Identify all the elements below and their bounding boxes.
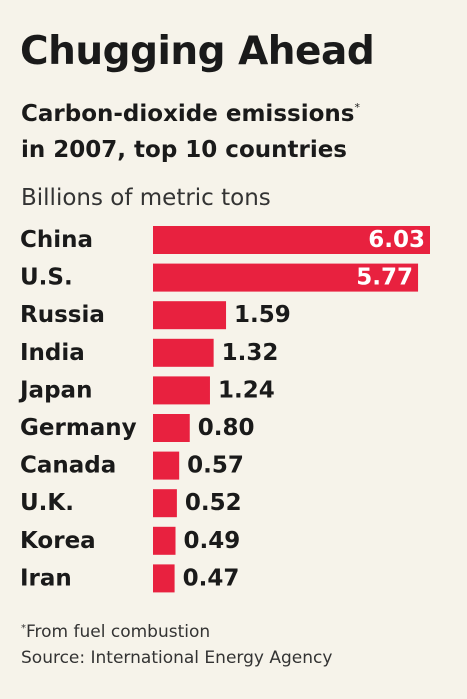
subtitle-line-1: Carbon-dioxide emissions bbox=[21, 101, 355, 127]
value-label-iran: 0.47 bbox=[183, 565, 240, 591]
bar-india bbox=[153, 338, 214, 367]
value-label-u-k: 0.52 bbox=[185, 490, 242, 516]
chart-title: Chugging Ahead bbox=[20, 29, 375, 74]
unit-label: Billions of metric tons bbox=[21, 185, 271, 211]
value-label-korea: 0.49 bbox=[184, 528, 241, 554]
chart-subtitle: Carbon-dioxide emissions* in 2007, top 1… bbox=[21, 90, 461, 168]
category-label-iran: Iran bbox=[20, 565, 72, 591]
footnotes: *From fuel combustion Source: Internatio… bbox=[21, 616, 332, 671]
value-label-india: 1.32 bbox=[222, 340, 279, 366]
category-label-u-k: U.K. bbox=[20, 490, 74, 516]
footnote-fuel-text: From fuel combustion bbox=[26, 622, 211, 642]
value-label-u-s: 5.77 bbox=[356, 265, 413, 291]
footnote-marker: * bbox=[21, 623, 26, 634]
bar-u-k bbox=[153, 489, 177, 518]
footnote-fuel: *From fuel combustion bbox=[21, 616, 332, 645]
category-label-korea: Korea bbox=[20, 528, 96, 554]
category-label-japan: Japan bbox=[18, 377, 92, 403]
bar-germany bbox=[153, 414, 190, 442]
bar-u-s bbox=[153, 263, 419, 292]
bar-korea bbox=[153, 526, 176, 555]
bar-japan bbox=[153, 376, 210, 405]
category-label-russia: Russia bbox=[20, 302, 105, 328]
value-label-russia: 1.59 bbox=[234, 302, 291, 328]
bar-china bbox=[153, 226, 430, 254]
value-label-canada: 0.57 bbox=[187, 453, 244, 479]
footnote-source: Source: International Energy Agency bbox=[21, 648, 333, 668]
value-label-china: 6.03 bbox=[368, 227, 425, 253]
bar-chart: China 6.03 U.S. 5.77 Russia 1.59 India 1.32 Japa… bbox=[18, 226, 430, 593]
category-label-china: China bbox=[20, 227, 93, 253]
category-label-germany: Germany bbox=[20, 415, 137, 441]
bar-iran bbox=[153, 564, 175, 593]
category-label-u-s: U.S. bbox=[20, 265, 73, 291]
category-label-canada: Canada bbox=[20, 453, 116, 479]
bar-russia bbox=[153, 301, 227, 330]
category-label-india: India bbox=[20, 340, 85, 366]
value-label-japan: 1.24 bbox=[218, 377, 275, 403]
value-label-germany: 0.80 bbox=[198, 415, 255, 441]
bar-canada bbox=[153, 451, 180, 480]
subtitle-footnote-marker: * bbox=[354, 101, 360, 114]
subtitle-line-2: in 2007, top 10 countries bbox=[21, 137, 347, 163]
